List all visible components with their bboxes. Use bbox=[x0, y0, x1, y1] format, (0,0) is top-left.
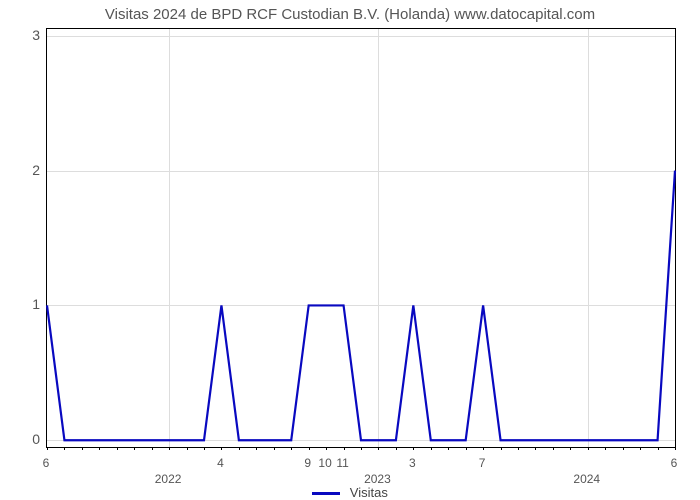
x-tick bbox=[169, 447, 170, 450]
x-tick bbox=[187, 447, 188, 450]
x-tick bbox=[82, 447, 83, 450]
chart-container: Visitas 2024 de BPD RCF Custodian B.V. (… bbox=[0, 0, 700, 500]
y-tick-label: 1 bbox=[0, 296, 40, 312]
x-tick bbox=[134, 447, 135, 450]
x-tick bbox=[378, 447, 379, 450]
x-tick bbox=[256, 447, 257, 450]
x-tick bbox=[344, 447, 345, 450]
line-series bbox=[47, 29, 675, 447]
x-tick bbox=[47, 447, 48, 450]
x-tick bbox=[274, 447, 275, 450]
x-tick bbox=[361, 447, 362, 450]
x-year-label: 2024 bbox=[573, 472, 600, 486]
x-year-label: 2023 bbox=[364, 472, 391, 486]
x-tick bbox=[501, 447, 502, 450]
x-year-label: 2022 bbox=[155, 472, 182, 486]
x-tick bbox=[466, 447, 467, 450]
x-tick bbox=[518, 447, 519, 450]
x-tick bbox=[309, 447, 310, 450]
plot-area bbox=[46, 28, 676, 448]
x-tick-label: 11 bbox=[336, 456, 348, 470]
x-tick bbox=[326, 447, 327, 450]
x-tick-label: 6 bbox=[43, 456, 50, 470]
x-tick-label: 9 bbox=[304, 456, 311, 470]
y-tick-label: 0 bbox=[0, 431, 40, 447]
x-tick bbox=[152, 447, 153, 450]
x-tick bbox=[658, 447, 659, 450]
y-tick-label: 2 bbox=[0, 162, 40, 178]
x-tick-label: 4 bbox=[217, 456, 224, 470]
x-tick bbox=[535, 447, 536, 450]
x-tick-label: 6 bbox=[671, 456, 678, 470]
x-tick bbox=[204, 447, 205, 450]
x-tick bbox=[291, 447, 292, 450]
x-tick bbox=[483, 447, 484, 450]
x-tick bbox=[448, 447, 449, 450]
chart-title: Visitas 2024 de BPD RCF Custodian B.V. (… bbox=[0, 6, 700, 23]
x-tick bbox=[64, 447, 65, 450]
x-tick bbox=[239, 447, 240, 450]
legend-label: Visitas bbox=[350, 485, 388, 500]
x-tick bbox=[640, 447, 641, 450]
x-tick bbox=[117, 447, 118, 450]
x-tick bbox=[623, 447, 624, 450]
x-tick-label: 7 bbox=[479, 456, 486, 470]
x-tick-label: 3 bbox=[409, 456, 416, 470]
legend-swatch bbox=[312, 492, 340, 495]
x-tick bbox=[221, 447, 222, 450]
x-tick bbox=[396, 447, 397, 450]
x-tick bbox=[570, 447, 571, 450]
legend: Visitas bbox=[0, 485, 700, 500]
x-tick bbox=[99, 447, 100, 450]
x-tick bbox=[553, 447, 554, 450]
x-tick bbox=[588, 447, 589, 450]
y-tick-label: 3 bbox=[0, 27, 40, 43]
x-tick bbox=[675, 447, 676, 450]
x-tick bbox=[605, 447, 606, 450]
x-tick bbox=[431, 447, 432, 450]
x-tick bbox=[413, 447, 414, 450]
x-tick-label: 10 bbox=[318, 456, 331, 470]
